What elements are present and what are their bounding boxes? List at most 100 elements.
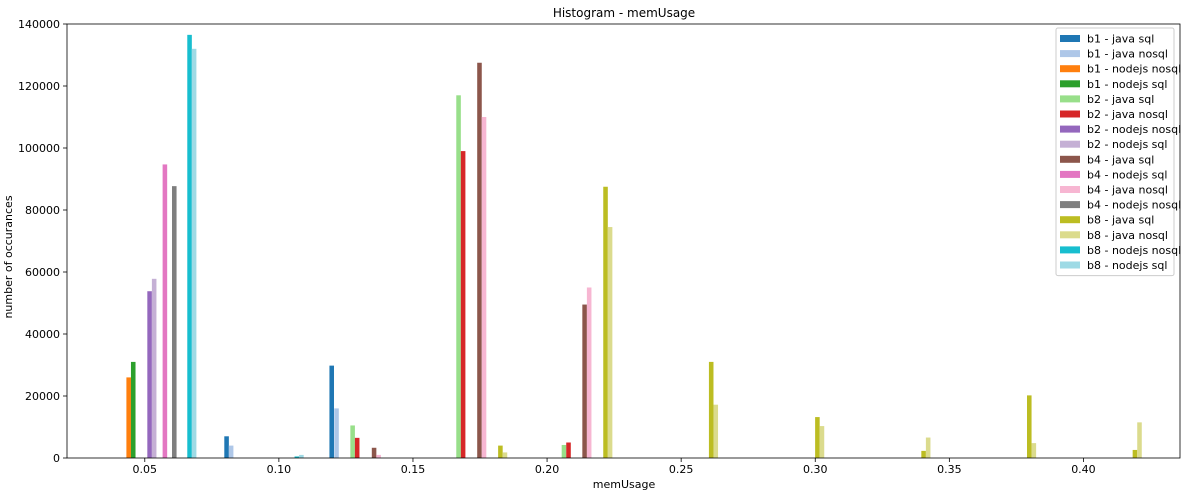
- bar: [147, 291, 152, 458]
- bar: [299, 454, 304, 458]
- legend-swatch: [1060, 125, 1080, 133]
- bar: [456, 95, 461, 459]
- bar: [713, 404, 719, 458]
- legend-swatch: [1060, 35, 1080, 42]
- legend-swatch: [1060, 216, 1080, 224]
- legend-entry-label: b1 - nodejs sql: [1087, 78, 1167, 91]
- legend-entry-label: b8 - java nosql: [1087, 229, 1168, 242]
- legend-entry-label: b8 - nodejs nosql: [1087, 244, 1181, 257]
- bar: [294, 456, 300, 458]
- bar: [925, 437, 931, 458]
- series-12: [498, 186, 1138, 458]
- y-tick-label: 120000: [18, 80, 60, 93]
- y-tick-label: 100000: [18, 142, 60, 155]
- legend-swatch: [1060, 50, 1080, 58]
- bar: [334, 408, 339, 458]
- legend-swatch: [1060, 231, 1080, 239]
- bar: [1137, 422, 1142, 458]
- legend-entry-label: b2 - java nosql: [1087, 108, 1168, 121]
- bar: [1132, 449, 1138, 458]
- bar: [224, 436, 229, 458]
- bar: [191, 48, 197, 459]
- bar: [1031, 443, 1037, 458]
- bar: [607, 227, 613, 458]
- legend-entry-label: b4 - java nosql: [1087, 184, 1168, 197]
- bar: [566, 442, 571, 458]
- legend-entry-label: b8 - java sql: [1087, 214, 1154, 227]
- series-14: [187, 34, 300, 458]
- bar: [187, 34, 192, 458]
- x-tick-label: 0.40: [1071, 463, 1096, 476]
- bar: [708, 361, 714, 458]
- x-tick-label: 0.25: [669, 463, 694, 476]
- series-3: [130, 361, 136, 458]
- bar: [172, 186, 177, 458]
- series-6: [147, 291, 152, 458]
- legend-entry-label: b2 - java sql: [1087, 93, 1154, 106]
- legend-swatch: [1060, 155, 1080, 163]
- series-5: [354, 151, 571, 458]
- series-4: [350, 95, 567, 459]
- axes-layer: 0.05 0.10 0.15 0.20 0.25 0.30 0.35 0.40 0 20000 40…: [18, 18, 1181, 476]
- series-11: [172, 186, 177, 458]
- x-tick-label: 0.05: [133, 463, 158, 476]
- bar: [162, 164, 168, 458]
- bar: [561, 444, 567, 458]
- series-1: [228, 408, 339, 458]
- x-tick-label: 0.35: [937, 463, 962, 476]
- bar: [151, 278, 157, 458]
- y-axis-label: number of occurances: [2, 195, 15, 318]
- bar: [477, 62, 482, 458]
- legend-entry-label: b4 - nodejs nosql: [1087, 199, 1181, 212]
- y-tick-label: 60000: [25, 266, 60, 279]
- bar: [376, 454, 381, 458]
- bar: [126, 377, 131, 458]
- y-tick-label: 20000: [25, 390, 60, 403]
- legend-box: [1055, 27, 1175, 277]
- legend-swatch: [1060, 261, 1080, 269]
- bar: [502, 452, 508, 458]
- bar: [228, 445, 234, 458]
- x-tick-label: 0.20: [535, 463, 560, 476]
- x-axis-label: memUsage: [593, 478, 656, 491]
- series-9: [162, 164, 168, 458]
- bar: [460, 151, 466, 458]
- bar: [354, 437, 360, 458]
- bar: [603, 186, 608, 458]
- legend-entry-label: b2 - nodejs sql: [1087, 138, 1167, 151]
- plot-frame: [66, 23, 1181, 459]
- legend-swatch: [1060, 186, 1080, 193]
- series-13: [502, 227, 1142, 458]
- y-tick-label: 0: [53, 452, 60, 465]
- series-2: [126, 377, 131, 458]
- bars-layer: [126, 34, 1142, 459]
- chart-title: Histogram - memUsage: [553, 6, 695, 20]
- bar: [350, 425, 355, 458]
- series-8: [371, 62, 587, 458]
- bar: [582, 304, 587, 458]
- y-tick-label: 140000: [18, 18, 60, 31]
- legend-entry-label: b4 - java sql: [1087, 153, 1154, 166]
- series-10: [376, 117, 592, 458]
- legend-entry-label: b2 - nodejs nosql: [1087, 123, 1181, 136]
- bar: [329, 365, 334, 458]
- y-tick-label: 40000: [25, 328, 60, 341]
- legend-swatch: [1060, 201, 1080, 209]
- legend: b1 - java sql b1 - java nosql b1 - nodejs …: [1055, 27, 1181, 277]
- x-tick-label: 0.15: [401, 463, 426, 476]
- legend-entry-label: b4 - nodejs sql: [1087, 168, 1167, 181]
- legend-swatch: [1060, 140, 1080, 148]
- legend-entry-label: b1 - java sql: [1087, 33, 1154, 46]
- y-tick-label: 80000: [25, 204, 60, 217]
- bar: [1027, 395, 1032, 458]
- legend-swatch: [1060, 65, 1080, 73]
- bar: [586, 287, 592, 458]
- x-tick-label: 0.30: [803, 463, 828, 476]
- legend-swatch: [1060, 95, 1080, 103]
- legend-entry-label: b1 - java nosql: [1087, 48, 1168, 61]
- bar: [371, 447, 377, 458]
- legend-swatch: [1060, 170, 1080, 178]
- legend-swatch: [1060, 110, 1080, 118]
